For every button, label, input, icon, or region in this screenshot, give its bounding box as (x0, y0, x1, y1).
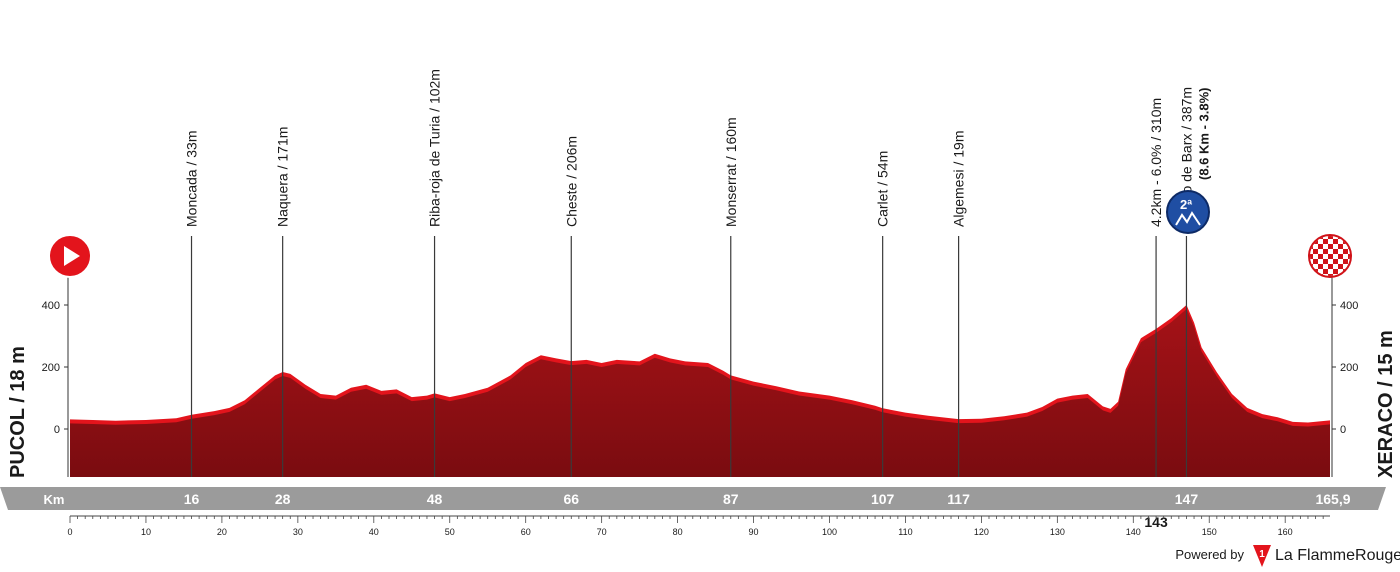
ruler-tick-label: 60 (521, 527, 531, 537)
y-tick-label: 200 (1340, 362, 1358, 374)
band-km-label: 28 (275, 491, 291, 507)
checker-square (1333, 269, 1338, 274)
checker-square (1328, 244, 1333, 249)
checker-square (1310, 236, 1313, 239)
waypoints: Moncada / 33m Naquera / 171m Riba-roja de … (184, 69, 1211, 477)
checker-square (1328, 274, 1333, 276)
checker-square (1318, 264, 1323, 269)
checker-square (1348, 254, 1350, 259)
checker-square (1328, 236, 1333, 239)
svg-text:1: 1 (1259, 549, 1265, 560)
finish-label: XERACO / 15 m (1375, 330, 1397, 478)
ruler-tick-label: 140 (1126, 527, 1141, 537)
ruler-tick-label: 100 (822, 527, 837, 537)
ruler-tick-label: 20 (217, 527, 227, 537)
waypoint-label: Algemesi / 19m (951, 131, 967, 227)
ruler-tick-label: 110 (898, 527, 912, 537)
waypoint-label: Carlet / 54m (875, 151, 891, 227)
band-km-label: 66 (563, 491, 579, 507)
checker-square (1338, 244, 1343, 249)
profile-fill (70, 309, 1330, 477)
powered-by-text: Powered by (1175, 547, 1244, 562)
y-tick-label: 200 (42, 362, 60, 374)
ruler-tick-label: 120 (974, 527, 989, 537)
checker-square (1333, 259, 1338, 264)
band-km-label: 107 (871, 491, 895, 507)
y-tick-label: 400 (42, 300, 60, 312)
checker-square (1333, 249, 1338, 254)
ruler-tick-label: 70 (597, 527, 607, 537)
checker-square (1348, 274, 1350, 276)
checker-square (1328, 254, 1333, 259)
ruler-tick-label: 90 (749, 527, 759, 537)
y-tick-label: 0 (54, 424, 60, 436)
km-unit-label: Km (44, 492, 65, 507)
ruler-tick-label: 50 (445, 527, 455, 537)
play-icon (48, 234, 92, 278)
checker-square (1348, 236, 1350, 239)
checker-square (1333, 239, 1338, 244)
finish-km-label: 165,9 (1315, 491, 1350, 507)
waypoint-label: Riba-roja de Turia / 102m (427, 69, 443, 227)
checker-square (1338, 264, 1343, 269)
waypoint-label: 4.2km - 6.0% / 310m (1148, 98, 1164, 227)
waypoint-label: Moncada / 33m (184, 131, 200, 228)
waypoint-sublabel: (8.6 Km - 3.8%) (1196, 88, 1211, 180)
brand-name: La FlammeRouge (1275, 547, 1400, 564)
checker-square (1318, 254, 1323, 259)
band-km-label: 117 (947, 491, 970, 507)
ruler-tick-label: 0 (67, 527, 72, 537)
band-km-label: 48 (427, 491, 443, 507)
checker-square (1343, 249, 1348, 254)
checker-square (1310, 274, 1313, 276)
flamme-rouge-logo-icon: 1 (1253, 545, 1271, 567)
checker-square (1310, 254, 1313, 259)
ruler-tick-label: 40 (369, 527, 379, 537)
km-band: Km 16 28 48 66 87 107 117 143 147 165,9 (0, 487, 1386, 530)
checkered-flag-icon (1308, 234, 1352, 278)
ruler-tick-label: 80 (673, 527, 683, 537)
y-tick-label: 400 (1340, 300, 1358, 312)
ruler-tick-label: 30 (293, 527, 303, 537)
km-ruler: 0 10 20 30 40 50 60 70 80 90 100 110 120 130 140 150 160 (67, 515, 1330, 537)
checker-square (1323, 249, 1328, 254)
ruler-tick-label: 10 (141, 527, 151, 537)
band-km-label: 87 (723, 491, 739, 507)
ruler-tick-label: 150 (1202, 527, 1217, 537)
checker-square (1318, 244, 1323, 249)
profile-area (70, 305, 1330, 477)
climb-category-label: 2ª (1180, 197, 1192, 212)
waypoint-label: Monserrat / 160m (723, 117, 739, 227)
band-km-label: 147 (1175, 491, 1199, 507)
checker-square (1338, 254, 1343, 259)
checker-square (1343, 259, 1348, 264)
elevation-axes: 0 200 400 0 200 400 (42, 275, 1358, 477)
checker-square (1313, 259, 1318, 264)
start-label: PUCOL / 18 m (7, 346, 29, 478)
ruler-tick-label: 160 (1278, 527, 1293, 537)
waypoint-label: Naquera / 171m (275, 127, 291, 227)
band-km-label: 143 (1144, 514, 1168, 530)
footer-branding: Powered by 1 La FlammeRouge (1175, 545, 1400, 567)
y-tick-label: 0 (1340, 424, 1346, 436)
mountain-cat2-icon: 2ª (1166, 190, 1210, 234)
checker-square (1323, 269, 1328, 274)
band-km-label: 16 (184, 491, 200, 507)
checker-square (1323, 259, 1328, 264)
checker-square (1323, 239, 1328, 244)
waypoint-label: Cheste / 206m (563, 136, 579, 227)
checker-square (1313, 249, 1318, 254)
ruler-tick-label: 130 (1050, 527, 1065, 537)
checker-square (1328, 264, 1333, 269)
